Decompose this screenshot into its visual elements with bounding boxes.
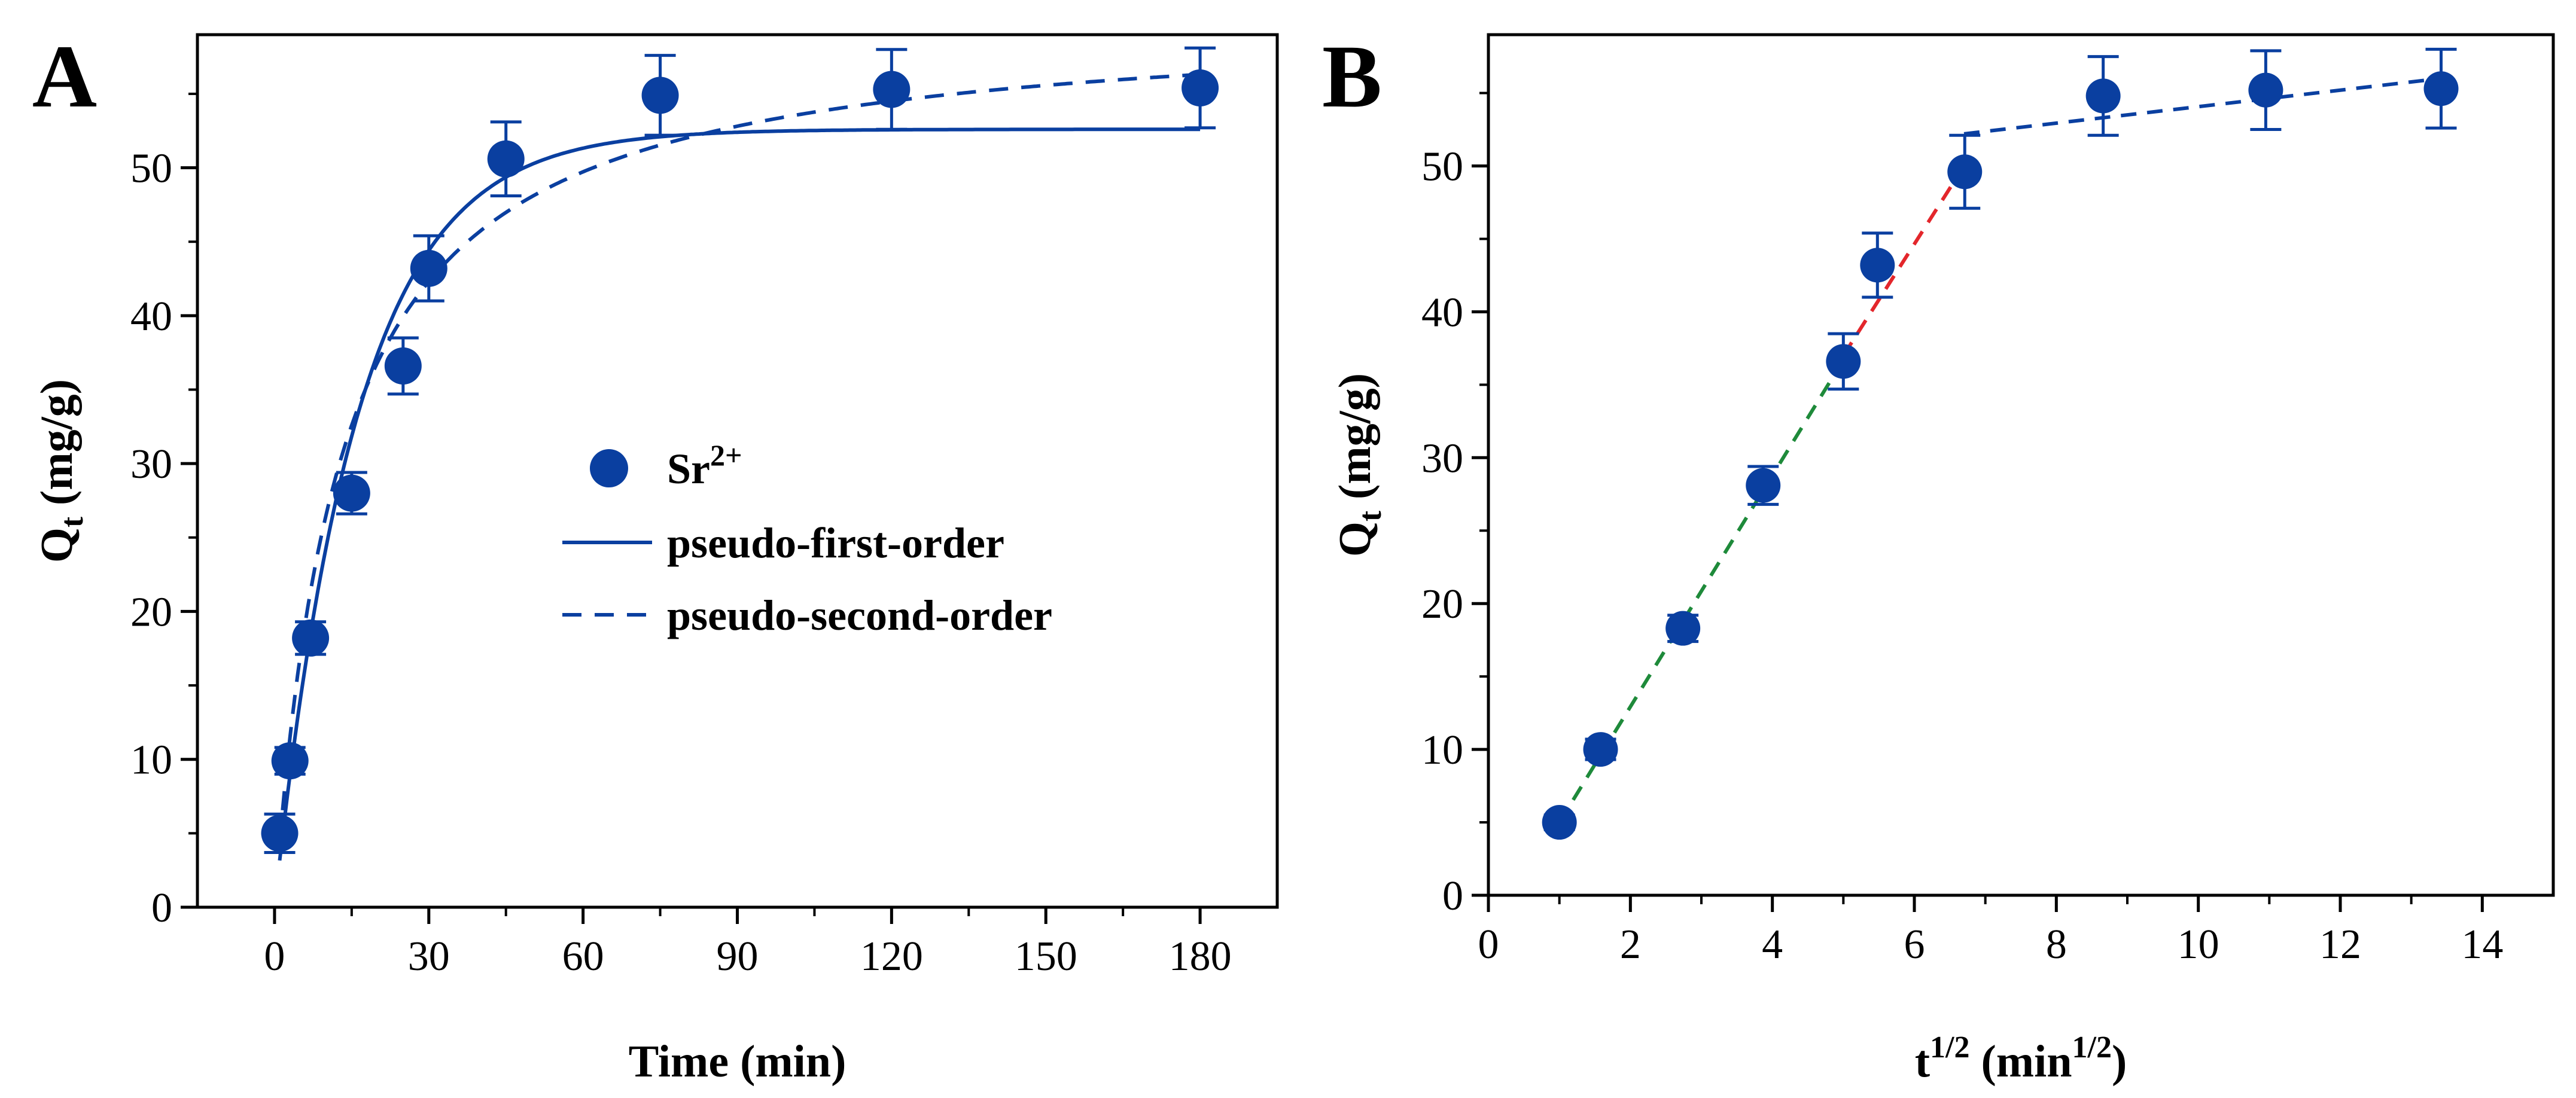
data-point	[1182, 69, 1219, 107]
x-tick-label: 6	[1904, 922, 1925, 968]
x-tick-label: 180	[1169, 934, 1232, 980]
x-axis-label-end: )	[2112, 1036, 2127, 1087]
data-point	[1826, 344, 1861, 379]
data-point	[2423, 71, 2459, 106]
data-point	[487, 140, 525, 178]
data-point	[292, 619, 330, 657]
y-axis-label-rest: (mg/g)	[1330, 373, 1380, 511]
pseudo-first-order-curve	[278, 127, 1201, 861]
x-tick-label: 2	[1620, 922, 1641, 968]
x-axis-label-main: t	[1915, 1036, 1930, 1087]
legend-label-sr-sup: 2+	[710, 438, 742, 472]
legend: Sr2+ pseudo-first-order pseudo-second-orde…	[562, 438, 1052, 639]
x-tick-label: 0	[1478, 922, 1499, 968]
data-point	[2248, 72, 2283, 108]
x-axis-label-sup: 1/2	[1930, 1030, 1969, 1065]
data-point	[2085, 78, 2121, 114]
legend-label-sr-main: Sr	[667, 445, 710, 493]
legend-label-sr: Sr2+	[667, 438, 742, 493]
x-tick-label: 12	[2319, 922, 2361, 968]
y-tick-label: 10	[130, 737, 172, 783]
data-point	[333, 474, 370, 512]
x-tick-label: 10	[2178, 922, 2219, 968]
y-tick-label: 30	[1421, 435, 1463, 481]
data-point	[641, 77, 679, 114]
y-tick-label: 20	[1421, 581, 1463, 627]
x-tick-label: 8	[2046, 922, 2067, 968]
y-tick-label: 10	[1421, 727, 1463, 773]
panel-label-b: B	[1322, 27, 1382, 126]
x-tick-label: 120	[860, 934, 923, 980]
data-point	[1583, 732, 1618, 767]
y-axis-label-sub: t	[1352, 511, 1388, 521]
fit-line-stage-3	[1963, 77, 2441, 136]
y-tick-label: 40	[1421, 289, 1463, 336]
y-axis-label-main: Q	[1330, 521, 1380, 557]
x-tick-label: 0	[264, 934, 285, 980]
y-axis-label: Qt (mg/g)	[1330, 373, 1388, 557]
y-axis-label-rest: (mg/g)	[32, 379, 82, 517]
legend-label-pfo: pseudo-first-order	[667, 519, 1004, 567]
y-axis-label-sub: t	[54, 517, 90, 527]
data-point	[1665, 611, 1701, 646]
panel-label-a: A	[32, 27, 97, 126]
x-tick-label: 60	[562, 934, 604, 980]
x-tick-label: 150	[1015, 934, 1077, 980]
data-point	[1947, 154, 1983, 190]
data-point	[271, 742, 309, 780]
legend-marker-sr	[590, 449, 628, 487]
x-tick-label: 4	[1762, 922, 1783, 968]
y-tick-label: 50	[130, 146, 172, 192]
y-axis-label-main: Q	[32, 527, 82, 563]
x-tick-label: 14	[2461, 922, 2503, 968]
x-axis-label-sup2: 1/2	[2072, 1030, 2112, 1065]
x-axis-label: t1/2 (min1/2)	[1915, 1030, 2127, 1087]
panel-a: 0 30 60 90 120 150 180 0 10 20 30 40 50 Time (min) Qt …	[32, 27, 1279, 1087]
y-tick-label: 20	[130, 589, 172, 635]
y-tick-label: 40	[130, 294, 172, 340]
legend-label-pso: pseudo-second-order	[667, 591, 1052, 639]
data-point	[410, 249, 447, 287]
x-tick-label: 30	[408, 934, 450, 980]
y-tick-label: 30	[130, 441, 172, 487]
data-point	[384, 347, 422, 385]
data-point	[1860, 248, 1895, 283]
data-point	[1746, 468, 1781, 503]
data-point	[1542, 805, 1577, 840]
data-point	[873, 71, 911, 108]
y-tick-label: 0	[1442, 873, 1463, 919]
plot-frame	[1487, 33, 2555, 897]
data-point	[261, 815, 299, 852]
x-tick-label: 90	[717, 934, 759, 980]
y-tick-label: 0	[151, 885, 172, 931]
y-tick-label: 50	[1421, 144, 1463, 190]
fit-line-stage-2	[1841, 164, 1966, 357]
x-axis-label: Time (min)	[629, 1036, 847, 1087]
y-axis-label: Qt (mg/g)	[32, 379, 90, 563]
x-axis-label-mid: (min	[1970, 1036, 2072, 1087]
